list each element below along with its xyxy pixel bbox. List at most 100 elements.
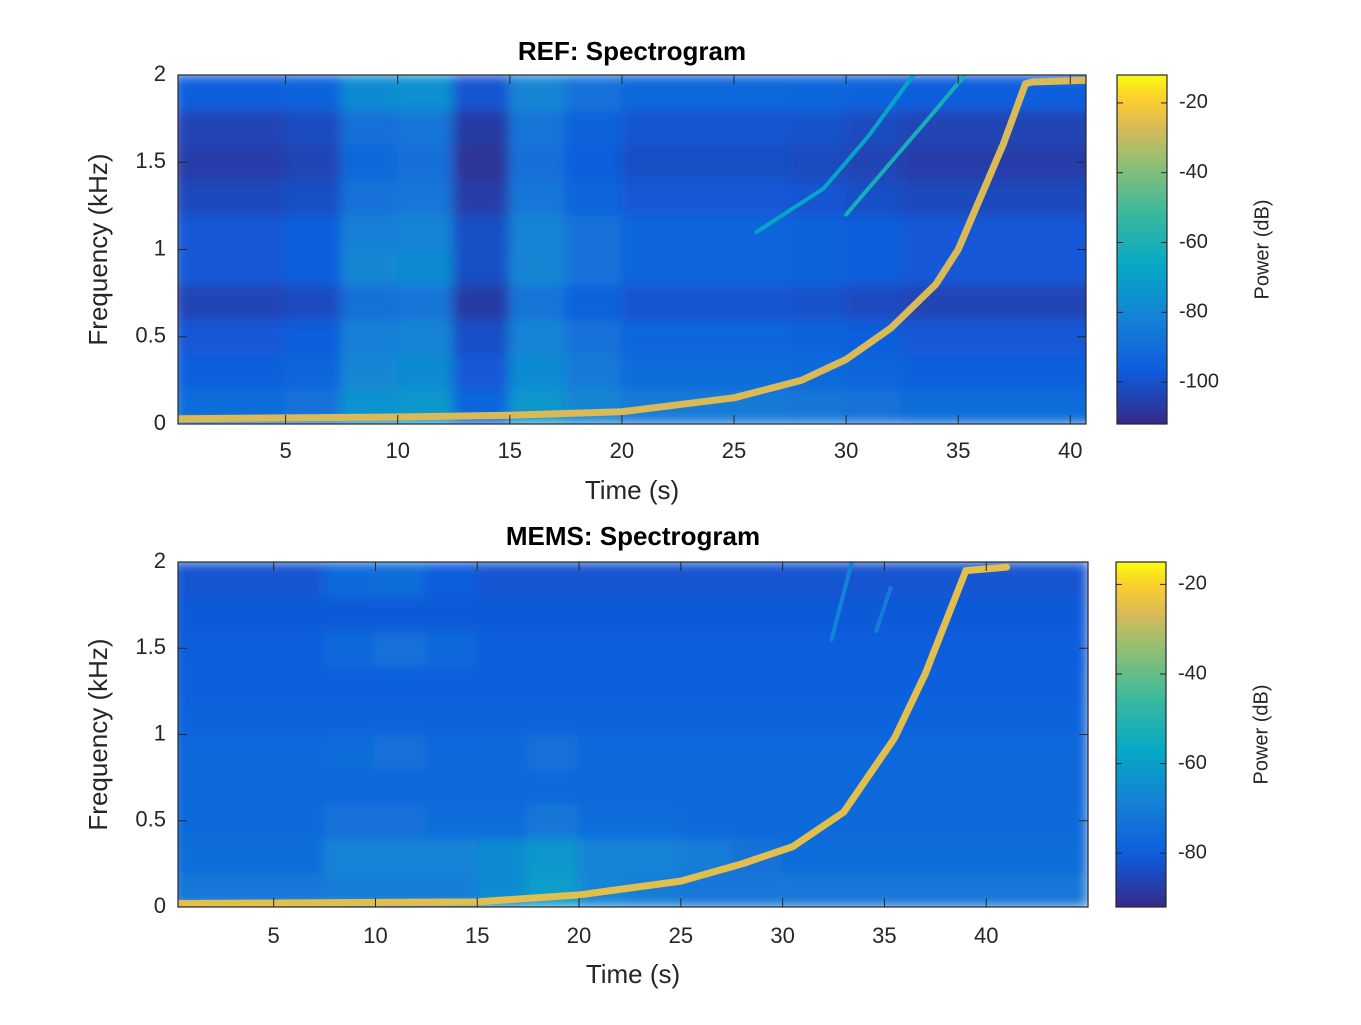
heat-cell bbox=[476, 595, 530, 632]
heat-cell bbox=[527, 802, 581, 839]
heat-cell bbox=[628, 664, 682, 701]
heat-cell bbox=[425, 595, 479, 632]
heat-cell bbox=[508, 283, 567, 321]
heat-cell bbox=[221, 837, 275, 874]
heat-cell bbox=[676, 178, 736, 216]
heat-cell bbox=[1013, 283, 1072, 321]
heat-cell bbox=[221, 595, 275, 632]
heat-cell bbox=[396, 108, 455, 146]
heat-cell bbox=[284, 283, 343, 321]
heat-cell bbox=[508, 248, 567, 286]
heat-cell bbox=[284, 75, 343, 111]
heat-cell bbox=[832, 837, 886, 874]
heat-cell bbox=[564, 178, 623, 216]
x-tick-label: 30 bbox=[770, 923, 794, 948]
heat-cell bbox=[733, 108, 792, 146]
heat-cell bbox=[452, 143, 511, 181]
heat-cell bbox=[284, 108, 343, 146]
heat-cell bbox=[374, 837, 428, 874]
heat-cell bbox=[733, 283, 792, 321]
heat-cell bbox=[620, 108, 679, 146]
heat-cell bbox=[564, 143, 623, 181]
x-tick-label: 25 bbox=[669, 923, 693, 948]
chirp-line bbox=[178, 563, 1011, 907]
heat-cell bbox=[564, 213, 623, 251]
colorbar-tick-label: -60 bbox=[1178, 752, 1207, 774]
heat-cell bbox=[508, 75, 567, 111]
heat-cell bbox=[578, 802, 631, 839]
heat-cell bbox=[1013, 388, 1072, 424]
heat-cell bbox=[527, 733, 581, 770]
heat-cell bbox=[476, 562, 530, 598]
heat-cell bbox=[527, 699, 581, 736]
heat-cell bbox=[228, 178, 287, 216]
x-tick-label: 15 bbox=[498, 438, 522, 463]
heat-cell bbox=[934, 768, 988, 805]
colorbar bbox=[1116, 74, 1168, 425]
heat-cell bbox=[425, 699, 479, 736]
heat-cell bbox=[272, 768, 326, 805]
heat-cell bbox=[957, 283, 1016, 321]
heat-cell bbox=[957, 388, 1016, 424]
heat-cell bbox=[221, 562, 275, 598]
heat-cell bbox=[564, 75, 623, 111]
heat-cell bbox=[1069, 248, 1086, 286]
heat-cell bbox=[883, 768, 937, 805]
heat-cell bbox=[730, 802, 784, 839]
heat-cell bbox=[221, 630, 275, 667]
x-tick-label: 20 bbox=[610, 438, 634, 463]
y-tick-label: 0.5 bbox=[135, 323, 166, 348]
heat-cell bbox=[178, 733, 224, 770]
heat-cell bbox=[228, 318, 287, 356]
heat-cell bbox=[476, 733, 530, 770]
heat-cell bbox=[1013, 178, 1072, 216]
heat-cell bbox=[425, 562, 479, 598]
heat-cell bbox=[1069, 388, 1086, 424]
heat-cell bbox=[527, 595, 581, 632]
heat-cell bbox=[178, 768, 224, 805]
heat-cell bbox=[221, 733, 275, 770]
heat-cell bbox=[221, 664, 275, 701]
heat-cell bbox=[832, 699, 886, 736]
heat-cell bbox=[178, 248, 231, 286]
heat-cell bbox=[452, 178, 511, 216]
heat-cell bbox=[781, 699, 835, 736]
heat-cell bbox=[340, 353, 399, 391]
heat-cell bbox=[578, 768, 631, 805]
heat-cell bbox=[340, 248, 399, 286]
heat-cell bbox=[901, 388, 960, 424]
heat-cell bbox=[374, 699, 428, 736]
heat-cell bbox=[396, 178, 455, 216]
heat-cell bbox=[564, 318, 623, 356]
heat-cell bbox=[272, 802, 326, 839]
heat-cell bbox=[527, 871, 581, 907]
heat-cell bbox=[832, 630, 886, 667]
heat-cell bbox=[957, 248, 1016, 286]
heat-cell bbox=[374, 595, 428, 632]
x-tick-label: 5 bbox=[268, 923, 280, 948]
heat-cell bbox=[1036, 837, 1088, 874]
heat-cell bbox=[620, 318, 679, 356]
heat-cell bbox=[985, 733, 1039, 770]
heat-cell bbox=[178, 108, 231, 146]
heat-cell bbox=[452, 318, 511, 356]
heat-cell bbox=[789, 318, 848, 356]
heat-cell bbox=[1036, 733, 1088, 770]
heat-cell bbox=[396, 75, 455, 111]
heat-cell bbox=[1036, 768, 1088, 805]
colorbar-tick-label: -40 bbox=[1179, 161, 1208, 183]
chart-title: REF: Spectrogram bbox=[518, 36, 746, 66]
y-axis-label: Frequency (kHz) bbox=[83, 153, 113, 345]
heat-cell bbox=[221, 768, 275, 805]
heat-cell bbox=[228, 213, 287, 251]
heat-cell bbox=[396, 318, 455, 356]
heat-cell bbox=[508, 388, 567, 424]
heat-cell bbox=[578, 733, 631, 770]
heat-cell bbox=[883, 802, 937, 839]
heat-cell bbox=[620, 75, 679, 111]
heat-cell bbox=[730, 664, 784, 701]
heat-cell bbox=[476, 768, 530, 805]
heat-cell bbox=[901, 213, 960, 251]
y-tick-label: 2 bbox=[154, 61, 166, 86]
heat-cell bbox=[228, 108, 287, 146]
